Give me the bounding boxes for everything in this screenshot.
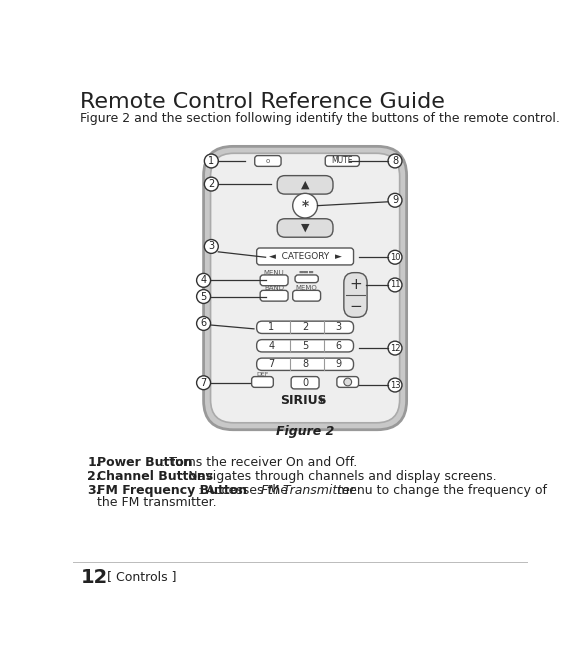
Text: 9: 9 bbox=[392, 195, 398, 205]
Text: 3: 3 bbox=[336, 322, 342, 332]
Text: 6: 6 bbox=[336, 341, 342, 351]
Text: ▼: ▼ bbox=[301, 223, 309, 233]
Text: MEMO: MEMO bbox=[296, 285, 318, 291]
Text: 2: 2 bbox=[208, 179, 214, 189]
Text: *: * bbox=[302, 198, 309, 213]
Circle shape bbox=[388, 278, 402, 292]
Text: 2: 2 bbox=[302, 322, 308, 332]
FancyBboxPatch shape bbox=[257, 358, 353, 371]
Text: o: o bbox=[266, 158, 270, 164]
Text: ◄  CATEGORY  ►: ◄ CATEGORY ► bbox=[269, 252, 342, 261]
Text: 5: 5 bbox=[200, 291, 207, 301]
Circle shape bbox=[197, 290, 211, 303]
Text: Figure 2: Figure 2 bbox=[276, 424, 334, 438]
Text: 3: 3 bbox=[208, 242, 214, 252]
Text: 7: 7 bbox=[268, 360, 275, 369]
FancyBboxPatch shape bbox=[293, 290, 321, 301]
FancyBboxPatch shape bbox=[277, 176, 333, 194]
Circle shape bbox=[388, 341, 402, 355]
Text: 8: 8 bbox=[392, 156, 398, 166]
Circle shape bbox=[204, 177, 218, 191]
Text: : Accesses the: : Accesses the bbox=[198, 483, 292, 496]
Text: 8: 8 bbox=[302, 360, 308, 369]
Text: MENU: MENU bbox=[264, 270, 285, 276]
Text: 0: 0 bbox=[302, 378, 308, 388]
Text: 10: 10 bbox=[390, 253, 400, 262]
Text: Channel Buttons: Channel Buttons bbox=[97, 470, 212, 483]
FancyBboxPatch shape bbox=[344, 272, 367, 317]
Text: 3.: 3. bbox=[87, 483, 101, 496]
FancyBboxPatch shape bbox=[295, 275, 318, 283]
Circle shape bbox=[197, 376, 211, 390]
Text: FM Transmitter: FM Transmitter bbox=[261, 483, 355, 496]
Text: FM Frequency Button: FM Frequency Button bbox=[97, 483, 247, 496]
Circle shape bbox=[204, 240, 218, 253]
Text: Figure 2 and the section following identify the buttons of the remote control.: Figure 2 and the section following ident… bbox=[80, 113, 559, 126]
Text: : Navigates through channels and display screens.: : Navigates through channels and display… bbox=[180, 470, 496, 483]
Text: 1: 1 bbox=[268, 322, 275, 332]
FancyBboxPatch shape bbox=[260, 290, 288, 301]
Text: +: + bbox=[349, 277, 362, 292]
Text: 2.: 2. bbox=[87, 470, 101, 483]
FancyBboxPatch shape bbox=[291, 377, 319, 389]
Text: 12: 12 bbox=[390, 344, 400, 352]
Text: 6: 6 bbox=[201, 318, 207, 328]
FancyBboxPatch shape bbox=[277, 219, 333, 237]
Circle shape bbox=[197, 273, 211, 288]
Text: : Turns the receiver On and Off.: : Turns the receiver On and Off. bbox=[161, 456, 357, 469]
Text: the FM transmitter.: the FM transmitter. bbox=[97, 496, 216, 509]
Text: 7: 7 bbox=[200, 378, 207, 388]
Text: 13: 13 bbox=[390, 381, 400, 390]
Text: DEF: DEF bbox=[257, 372, 269, 377]
Text: SIRIUS: SIRIUS bbox=[280, 394, 327, 407]
Circle shape bbox=[197, 316, 211, 330]
Text: 1.: 1. bbox=[87, 456, 101, 469]
Text: 9: 9 bbox=[336, 360, 342, 369]
FancyBboxPatch shape bbox=[257, 340, 353, 352]
Text: 4: 4 bbox=[268, 341, 275, 351]
Circle shape bbox=[293, 193, 318, 218]
FancyBboxPatch shape bbox=[260, 275, 288, 286]
Text: 5: 5 bbox=[302, 341, 308, 351]
Text: 1: 1 bbox=[208, 156, 214, 166]
Text: menu to change the frequency of: menu to change the frequency of bbox=[333, 483, 547, 496]
Text: 4: 4 bbox=[201, 275, 207, 286]
Text: ✶: ✶ bbox=[318, 396, 327, 405]
FancyBboxPatch shape bbox=[252, 377, 274, 387]
Circle shape bbox=[204, 154, 218, 168]
Text: BAND: BAND bbox=[264, 285, 284, 291]
Text: Remote Control Reference Guide: Remote Control Reference Guide bbox=[80, 92, 444, 113]
FancyBboxPatch shape bbox=[204, 146, 407, 430]
Text: Power Button: Power Button bbox=[97, 456, 193, 469]
FancyBboxPatch shape bbox=[325, 156, 359, 166]
Text: 12: 12 bbox=[81, 569, 109, 588]
FancyBboxPatch shape bbox=[211, 153, 400, 422]
Text: 11: 11 bbox=[390, 280, 400, 290]
Text: −: − bbox=[349, 299, 362, 314]
Circle shape bbox=[388, 250, 402, 264]
Circle shape bbox=[388, 154, 402, 168]
FancyBboxPatch shape bbox=[255, 156, 281, 166]
Text: ▲: ▲ bbox=[301, 180, 309, 190]
Circle shape bbox=[388, 378, 402, 392]
FancyBboxPatch shape bbox=[257, 248, 353, 265]
Circle shape bbox=[388, 193, 402, 207]
FancyBboxPatch shape bbox=[257, 321, 353, 333]
Text: ▬▬▬: ▬▬▬ bbox=[299, 270, 315, 275]
FancyBboxPatch shape bbox=[337, 377, 359, 387]
Circle shape bbox=[344, 378, 352, 386]
Text: MUTE: MUTE bbox=[332, 157, 353, 166]
Text: [ Controls ]: [ Controls ] bbox=[107, 570, 177, 583]
